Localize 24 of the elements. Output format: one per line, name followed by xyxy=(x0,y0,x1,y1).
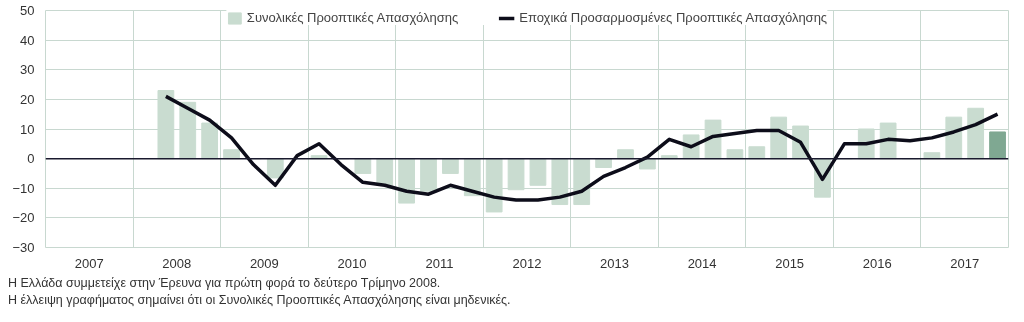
x-tick-label: 2015 xyxy=(775,255,805,271)
y-tick-label: 20 xyxy=(20,91,35,107)
text: Η έλλειψη γραφήματος σημαίνει ότι οι Συνολικές Προοπτικές Απασχόλησης είναι μηδενικές. xyxy=(8,293,511,307)
x-tick-label: 2014 xyxy=(687,255,717,271)
y-tick-label: −30 xyxy=(12,240,35,255)
y-tick-label: −20 xyxy=(12,210,35,226)
x-tick-label: 2008 xyxy=(162,255,192,271)
x-tick-label: 2017 xyxy=(950,255,980,271)
x-tick-label: 2010 xyxy=(337,255,367,271)
x-tick-label: 2007 xyxy=(74,255,104,271)
y-tick-label: 30 xyxy=(20,62,35,78)
y-tick-label: 10 xyxy=(20,121,35,137)
y-tick-label: 0 xyxy=(27,151,35,167)
y-tick-label: 40 xyxy=(20,32,35,48)
legend-label: Εποχικά Προσαρμοσμένες Προοπτικές Απασχόλησης xyxy=(519,10,828,25)
y-tick-label: 50 xyxy=(20,3,35,18)
x-tick-label: 2016 xyxy=(862,255,892,271)
y-tick-label: −10 xyxy=(12,180,35,196)
x-tick-label: 2012 xyxy=(512,255,542,271)
x-tick-label: 2013 xyxy=(600,255,630,271)
text: Η Ελλάδα συμμετείχε στην Έρευνα για πρώτη φορά το δεύτερο Τρίμηνο 2008. xyxy=(8,276,441,290)
legend-label: Συνολικές Προοπτικές Απασχόλησης xyxy=(246,10,459,25)
x-tick-label: 2011 xyxy=(425,255,454,271)
x-tick-label: 2009 xyxy=(249,255,279,271)
